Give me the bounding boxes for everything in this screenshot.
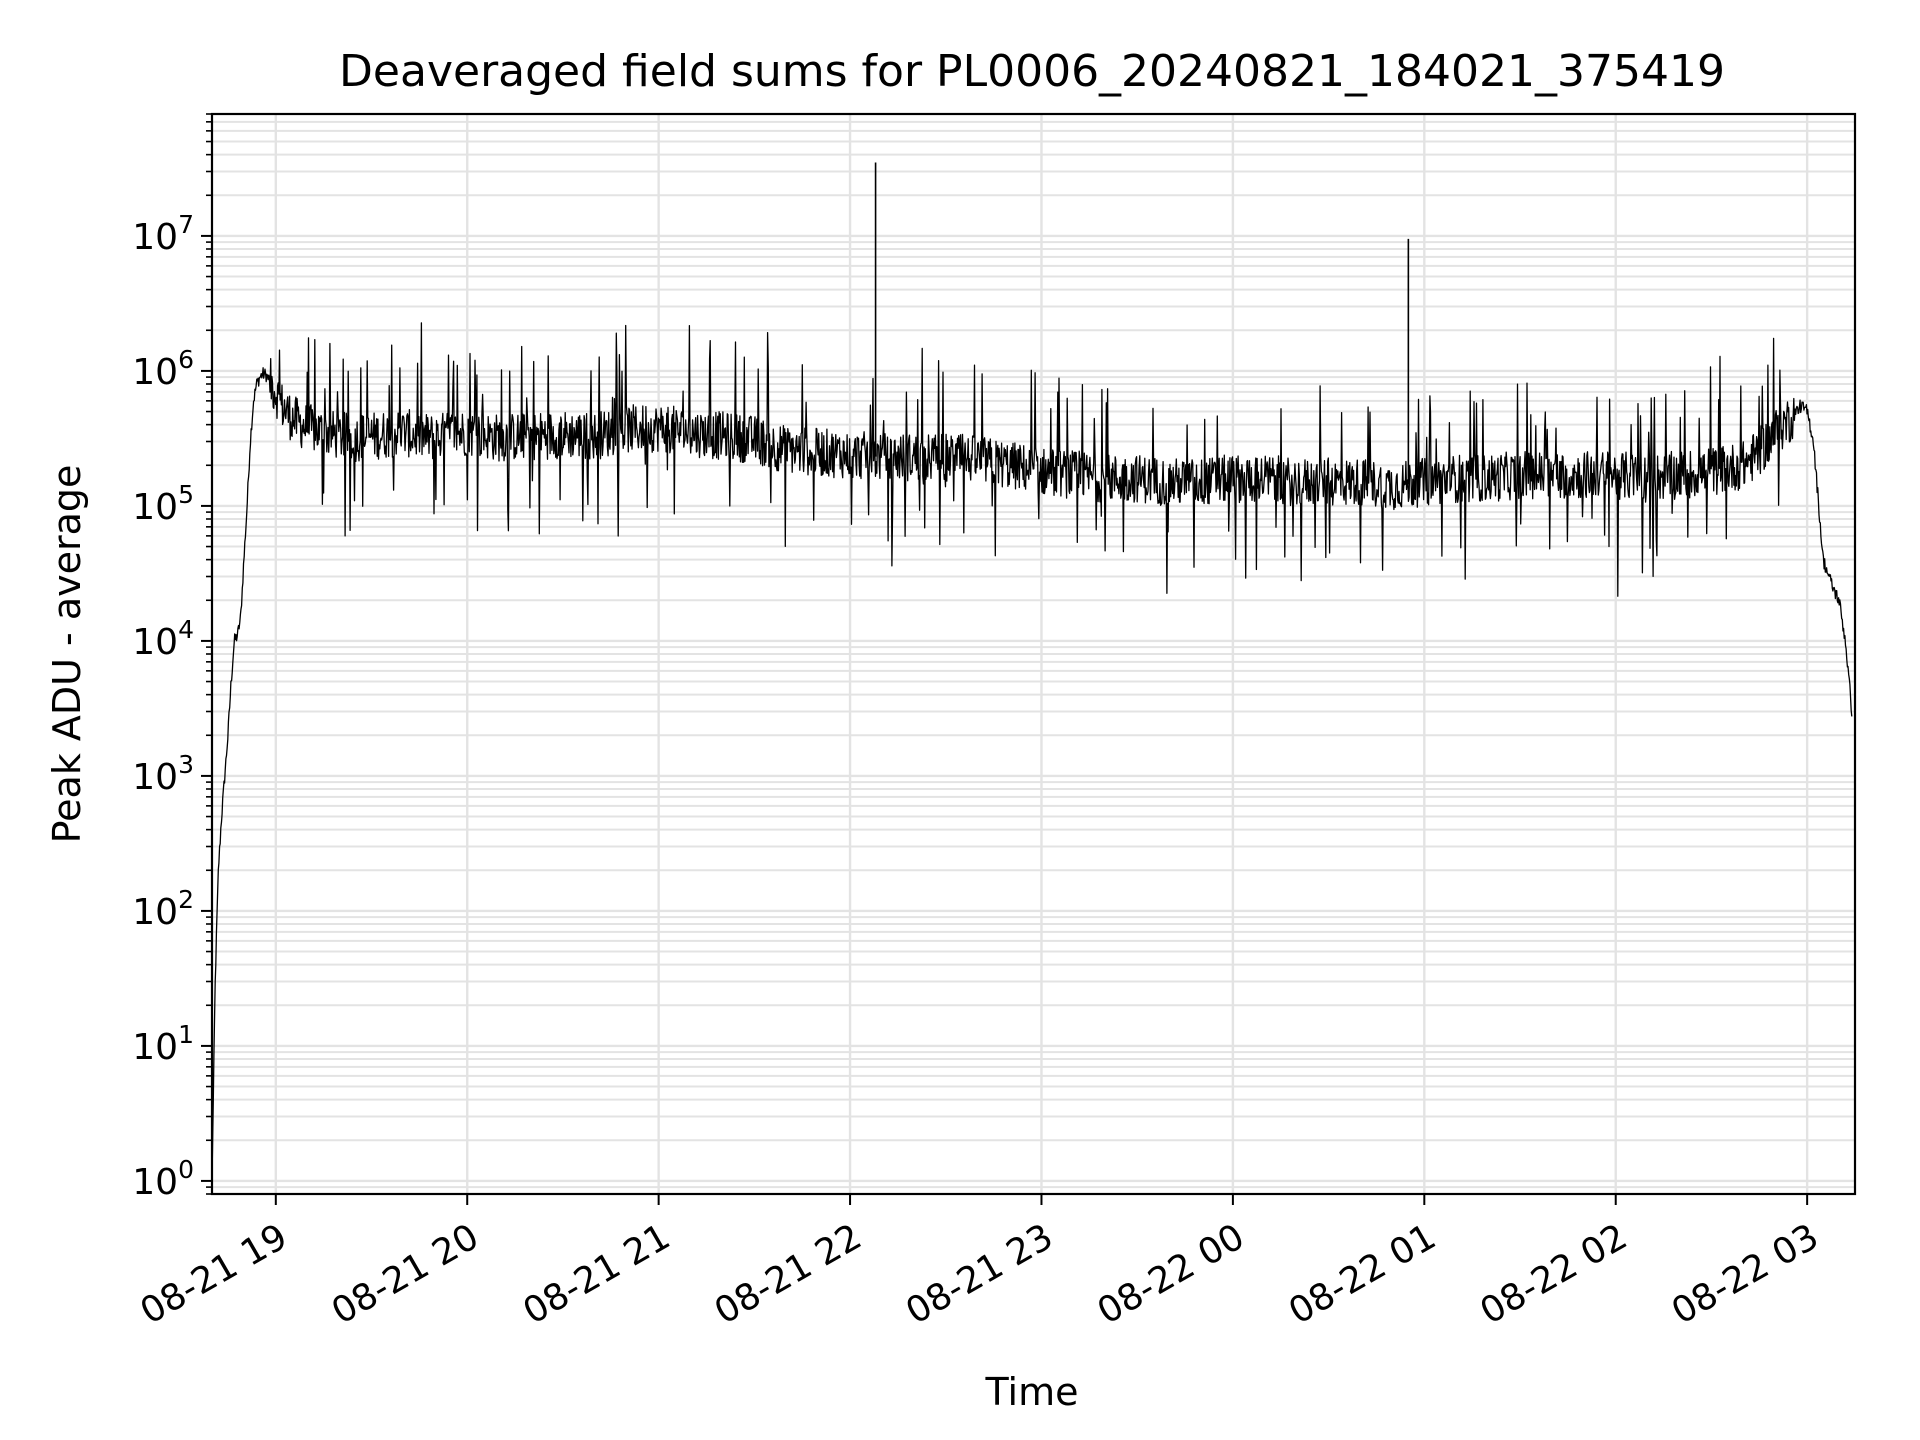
y-tick-exponent: 3 xyxy=(178,750,194,779)
data-series xyxy=(211,162,1853,1179)
y-tick-label: 106 xyxy=(132,345,194,393)
y-tick-base: 10 xyxy=(132,892,178,933)
y-tick-label: 102 xyxy=(132,885,194,933)
y-tick-label: 103 xyxy=(132,750,194,798)
y-tick-base: 10 xyxy=(132,487,178,528)
y-tick-label: 107 xyxy=(132,210,194,258)
y-tick-exponent: 0 xyxy=(178,1155,194,1184)
chart-title: Deaveraged field sums for PL0006_2024082… xyxy=(339,46,1725,97)
y-tick-exponent: 2 xyxy=(178,885,194,914)
y-tick-exponent: 5 xyxy=(178,480,194,509)
y-tick-label: 101 xyxy=(132,1020,194,1068)
y-tick-base: 10 xyxy=(132,1162,178,1203)
y-tick-base: 10 xyxy=(132,1027,178,1068)
y-tick-base: 10 xyxy=(132,757,178,798)
x-axis-label: Time xyxy=(985,1370,1079,1414)
gridlines xyxy=(212,113,1855,1195)
series-line xyxy=(211,322,1853,1179)
y-axis-label: Peak ADU - average xyxy=(45,465,89,844)
y-tick-exponent: 7 xyxy=(178,210,194,239)
y-tick-base: 10 xyxy=(132,352,178,393)
y-tick-label: 100 xyxy=(132,1155,194,1203)
y-tick-label: 104 xyxy=(132,615,194,663)
y-tick-exponent: 4 xyxy=(178,615,194,644)
y-tick-exponent: 6 xyxy=(178,345,194,374)
y-tick-base: 10 xyxy=(132,622,178,663)
y-tick-label: 105 xyxy=(132,480,194,528)
y-tick-base: 10 xyxy=(132,217,178,258)
y-tick-exponent: 1 xyxy=(178,1020,194,1049)
